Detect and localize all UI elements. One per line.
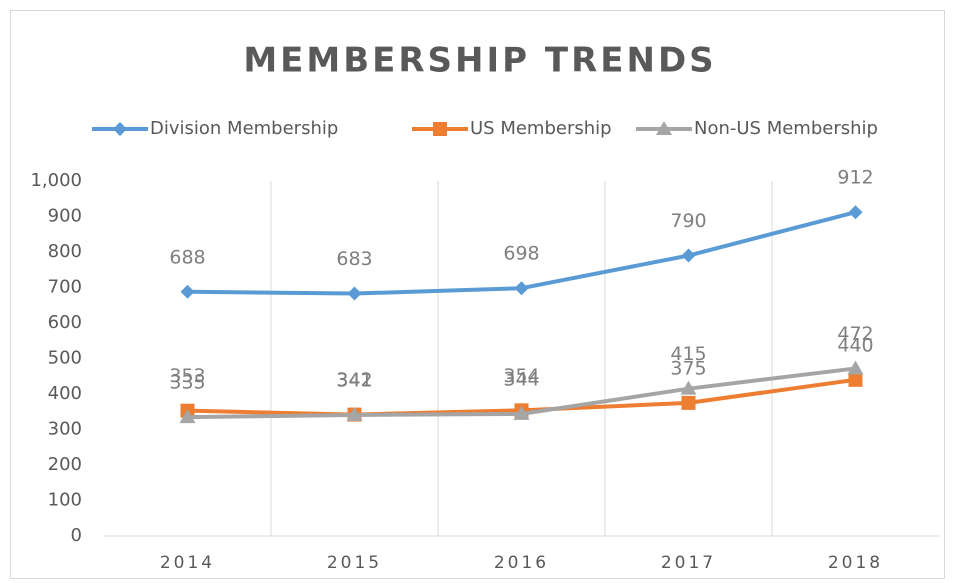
legend-label: Non-US Membership bbox=[694, 118, 878, 139]
data-point bbox=[180, 284, 195, 299]
data-label: 698 bbox=[503, 243, 539, 265]
data-point bbox=[680, 380, 697, 395]
data-label: 354 bbox=[503, 365, 539, 387]
x-tick-label: 2016 bbox=[494, 553, 549, 573]
x-tick-label: 2017 bbox=[661, 553, 716, 573]
data-point bbox=[681, 248, 696, 263]
data-label: 375 bbox=[670, 357, 706, 379]
data-label: 472 bbox=[837, 323, 873, 345]
data-label: 341 bbox=[336, 369, 372, 391]
y-tick-label: 900 bbox=[48, 206, 82, 227]
y-tick-label: 200 bbox=[48, 454, 82, 475]
y-tick-label: 400 bbox=[48, 383, 82, 404]
data-point bbox=[514, 281, 529, 296]
data-label: 344 bbox=[503, 368, 539, 390]
legend-label: Division Membership bbox=[150, 118, 338, 139]
y-tick-label: 500 bbox=[48, 348, 82, 369]
y-tick-label: 1,000 bbox=[30, 170, 82, 191]
legend-marker bbox=[113, 122, 127, 136]
data-label: 440 bbox=[837, 334, 873, 356]
data-label: 683 bbox=[336, 248, 372, 270]
legend-marker bbox=[433, 122, 447, 136]
data-point bbox=[346, 406, 363, 421]
legend-marker bbox=[656, 121, 672, 135]
chart-title: MEMBERSHIP TRENDS bbox=[243, 41, 716, 81]
data-label: 912 bbox=[837, 167, 873, 189]
data-label: 353 bbox=[169, 365, 205, 387]
x-tick-label: 2018 bbox=[828, 553, 883, 573]
data-label: 415 bbox=[670, 343, 706, 365]
chart-border bbox=[10, 10, 945, 579]
data-point bbox=[347, 286, 362, 301]
x-tick-label: 2015 bbox=[327, 553, 382, 573]
data-point bbox=[179, 409, 196, 424]
data-point bbox=[848, 205, 863, 220]
data-label: 688 bbox=[169, 246, 205, 268]
data-label: 790 bbox=[670, 210, 706, 232]
legend-label: US Membership bbox=[470, 118, 612, 139]
y-tick-label: 0 bbox=[71, 525, 82, 546]
y-tick-label: 700 bbox=[48, 277, 82, 298]
x-tick-label: 2014 bbox=[160, 553, 215, 573]
data-label: 335 bbox=[169, 372, 205, 394]
y-tick-label: 600 bbox=[48, 312, 82, 333]
data-point bbox=[848, 372, 863, 387]
y-tick-label: 800 bbox=[48, 241, 82, 262]
y-tick-label: 300 bbox=[48, 419, 82, 440]
data-point bbox=[513, 405, 530, 420]
y-tick-label: 100 bbox=[48, 490, 82, 511]
data-point bbox=[681, 395, 696, 410]
data-label: 342 bbox=[336, 369, 372, 391]
data-point bbox=[847, 360, 864, 375]
